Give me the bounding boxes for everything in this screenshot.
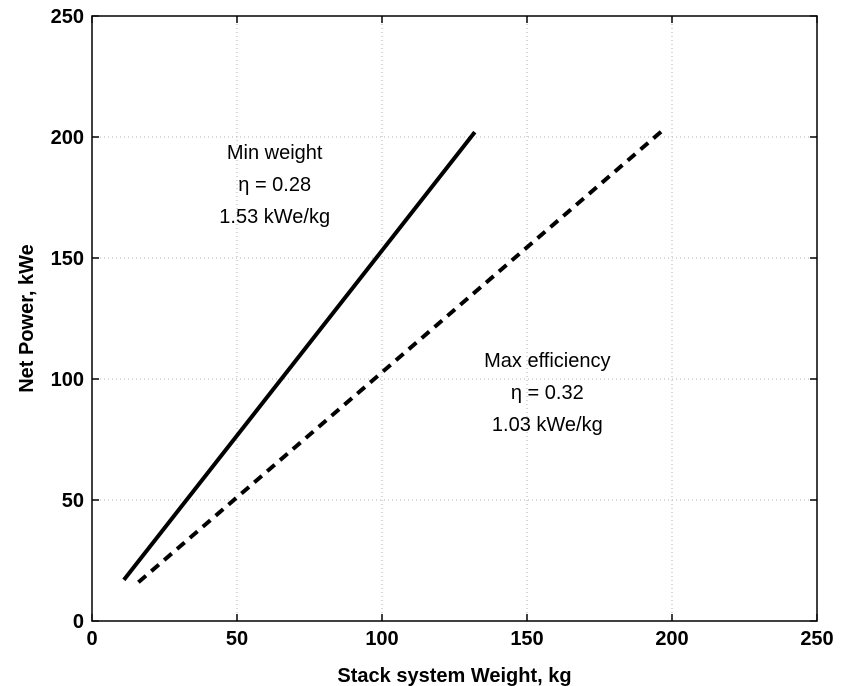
x-tick-label: 50 xyxy=(226,628,248,650)
x-tick-label: 250 xyxy=(800,628,833,650)
ticks xyxy=(91,15,818,622)
y-axis-label: Net Power, kWe xyxy=(16,244,38,393)
y-tick-label: 250 xyxy=(51,6,84,28)
annotation-line: 1.53 kWe/kg xyxy=(219,206,330,228)
y-tick-label: 100 xyxy=(51,369,84,391)
annotations: Min weight η = 0.28 1.53 kWe/kg Max efficie… xyxy=(219,142,610,436)
annotation-line: η = 0.32 xyxy=(511,382,584,404)
x-axis-label: Stack system Weight, kg xyxy=(337,665,571,686)
y-tick-label: 200 xyxy=(51,127,84,149)
annotation-1: Min weight η = 0.28 1.53 kWe/kg xyxy=(219,142,330,228)
plot-frame xyxy=(91,15,818,622)
x-tick-label: 0 xyxy=(86,628,97,650)
annotation-line: η = 0.28 xyxy=(238,174,311,196)
x-tick-label: 200 xyxy=(655,628,688,650)
annotation-2: Max efficiency η = 0.32 1.03 kWe/kg xyxy=(484,350,610,436)
y-tick-label: 50 xyxy=(62,490,84,512)
grid xyxy=(92,16,817,621)
annotation-line: Min weight xyxy=(227,142,323,164)
x-tick-label: 100 xyxy=(365,628,398,650)
x-tick-label: 150 xyxy=(510,628,543,650)
y-tick-label: 0 xyxy=(73,611,84,633)
annotation-line: Max efficiency xyxy=(484,350,610,372)
series-line-solid xyxy=(122,130,477,582)
annotation-line: 1.03 kWe/kg xyxy=(492,414,603,436)
y-tick-label: 150 xyxy=(51,248,84,270)
series xyxy=(122,125,668,584)
series-line-dashed xyxy=(137,125,668,584)
tick-labels: 0 50 100 150 200 250 0 50 100 150 200 250 xyxy=(51,6,834,650)
